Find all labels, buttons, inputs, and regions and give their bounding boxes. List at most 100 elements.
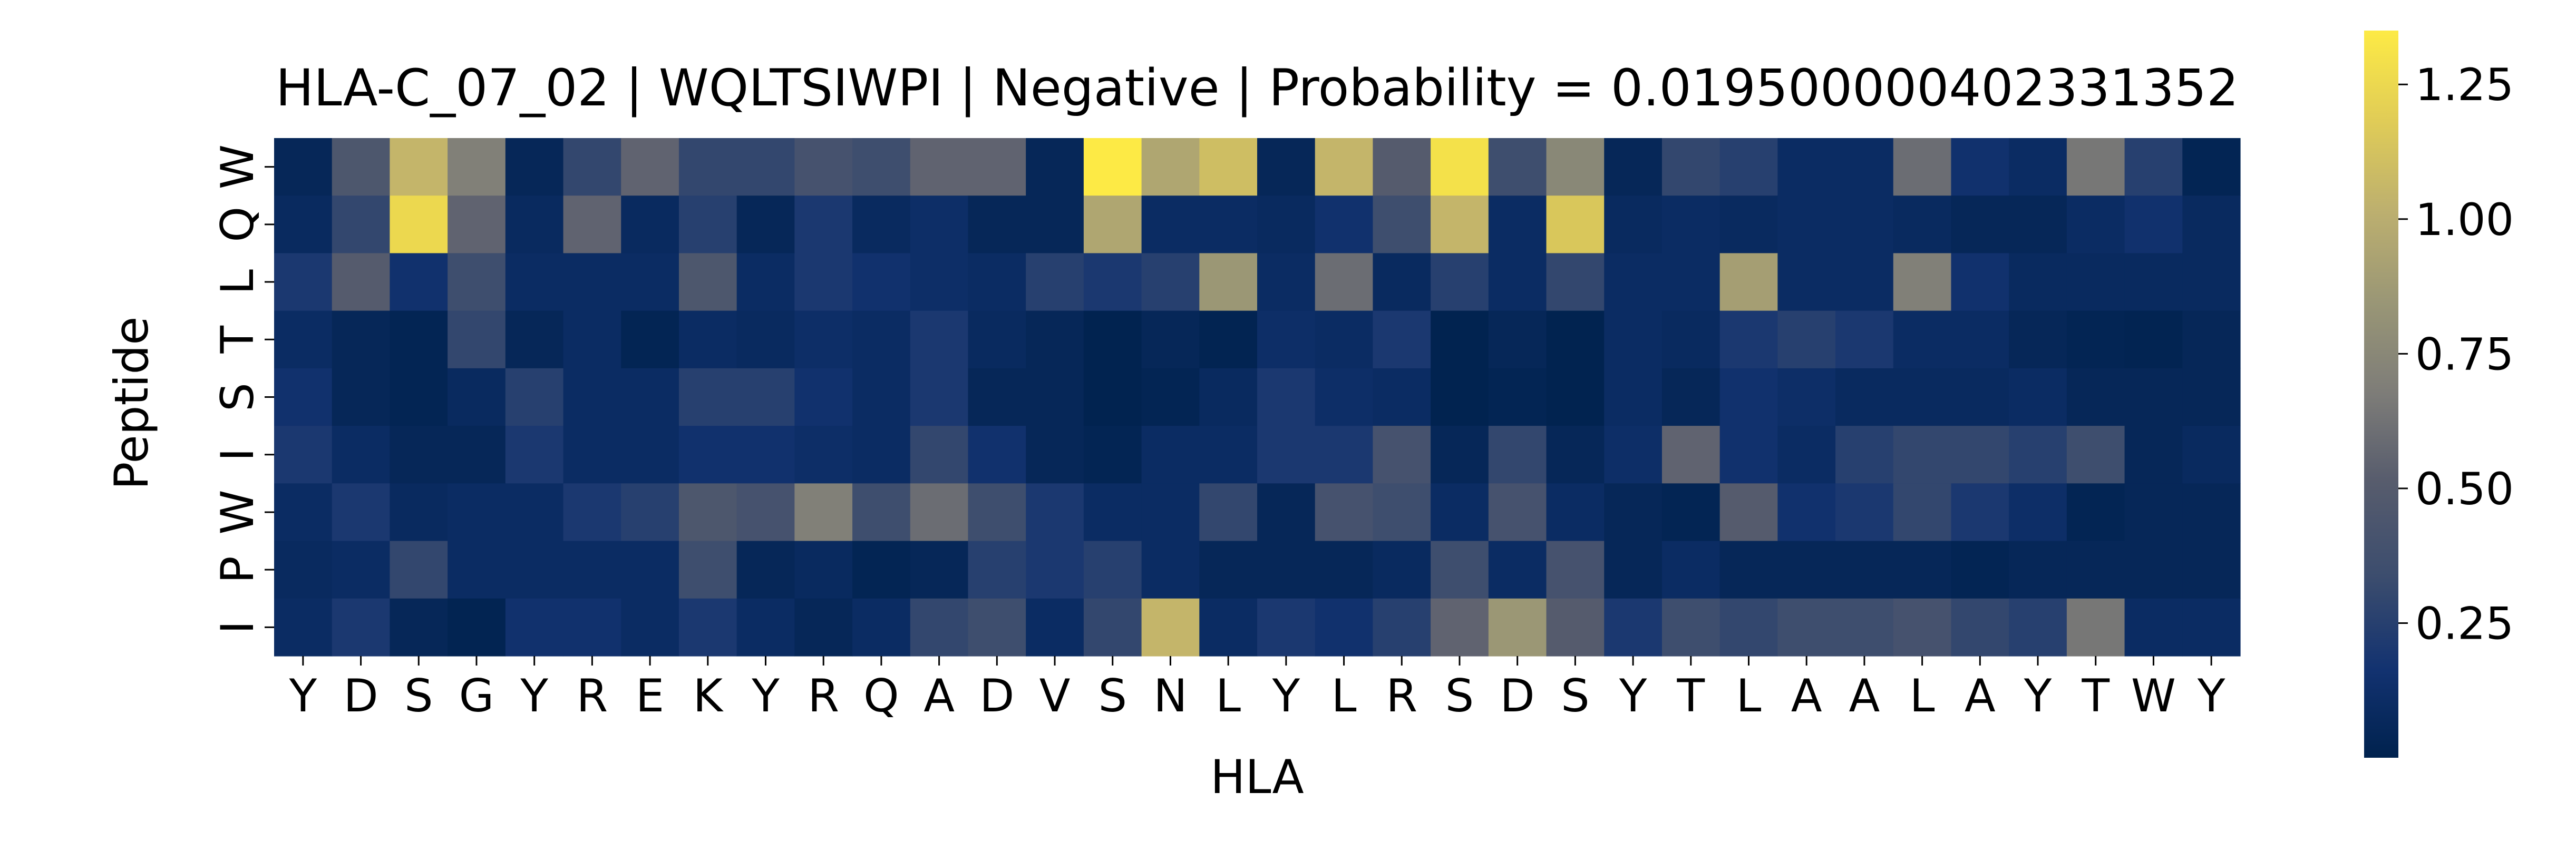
- heatmap-cell: [1257, 253, 1316, 311]
- heatmap-cell: [1083, 368, 1142, 426]
- heatmap-cell: [1719, 598, 1778, 657]
- heatmap-cell: [1951, 195, 2009, 254]
- x-tick-label: G: [459, 670, 494, 722]
- colorbar-tick-label: 1.25: [2415, 59, 2514, 111]
- heatmap-cell: [1141, 368, 1200, 426]
- heatmap-cell: [1199, 426, 1258, 484]
- heatmap-cell: [852, 483, 911, 542]
- heatmap-cell: [1315, 138, 1374, 196]
- heatmap-cell: [1141, 195, 1200, 254]
- heatmap-cell: [563, 138, 621, 196]
- heatmap-cell: [852, 368, 911, 426]
- heatmap-cell: [1488, 138, 1547, 196]
- heatmap-cell: [736, 541, 795, 599]
- heatmap-cell: [1373, 541, 1431, 599]
- heatmap-cell: [332, 541, 391, 599]
- heatmap-cell: [1893, 253, 1952, 311]
- heatmap-cell: [1431, 541, 1489, 599]
- heatmap-cell: [563, 368, 621, 426]
- heatmap-cell: [1777, 195, 1836, 254]
- heatmap-cell: [2182, 310, 2241, 369]
- heatmap-cell: [390, 138, 448, 196]
- heatmap-cell: [736, 598, 795, 657]
- heatmap-cell: [736, 426, 795, 484]
- heatmap-cell: [910, 541, 969, 599]
- heatmap-cell: [794, 426, 853, 484]
- x-tick-label: D: [979, 670, 1014, 722]
- heatmap-cell: [2124, 368, 2183, 426]
- y-tick-label: I: [211, 448, 264, 461]
- heatmap-cell: [1546, 138, 1605, 196]
- heatmap-cell: [2066, 368, 2125, 426]
- heatmap-cell: [1488, 310, 1547, 369]
- heatmap-cell: [2124, 138, 2183, 196]
- heatmap-cell: [1488, 541, 1547, 599]
- x-tick-label: T: [1677, 670, 1705, 722]
- heatmap-cell: [2182, 368, 2241, 426]
- heatmap-cell: [1257, 541, 1316, 599]
- heatmap-cell: [2124, 310, 2183, 369]
- colorbar-tick-label: 1.00: [2415, 194, 2514, 246]
- heatmap-cell: [505, 195, 564, 254]
- heatmap-cell: [621, 598, 679, 657]
- heatmap-cell: [1431, 310, 1489, 369]
- heatmap-cell: [1719, 483, 1778, 542]
- heatmap-cell: [1604, 310, 1663, 369]
- heatmap-cell: [1141, 138, 1200, 196]
- heatmap-cell: [1141, 598, 1200, 657]
- heatmap-cell: [1893, 138, 1952, 196]
- heatmap-cell: [332, 483, 391, 542]
- heatmap-cell: [2182, 598, 2241, 657]
- heatmap-cell: [2124, 253, 2183, 311]
- heatmap-cell: [1315, 483, 1374, 542]
- x-tick-label: A: [1791, 670, 1822, 722]
- heatmap-cell: [274, 253, 333, 311]
- heatmap-cell: [1777, 598, 1836, 657]
- heatmap-cell: [1777, 138, 1836, 196]
- heatmap-cell: [1315, 310, 1374, 369]
- x-tick-label: Y: [1619, 670, 1647, 722]
- heatmap-cell: [852, 541, 911, 599]
- heatmap-cell: [2124, 426, 2183, 484]
- heatmap-cell: [1373, 483, 1431, 542]
- heatmap-cell: [1373, 598, 1431, 657]
- heatmap-cell: [332, 138, 391, 196]
- heatmap-cell: [1777, 253, 1836, 311]
- colorbar-tick-label: 0.25: [2415, 598, 2514, 649]
- heatmap-cell: [1893, 426, 1952, 484]
- heatmap-cell: [1026, 541, 1084, 599]
- heatmap-cell: [332, 426, 391, 484]
- heatmap-cell: [1777, 310, 1836, 369]
- heatmap-cell: [2066, 483, 2125, 542]
- heatmap-cell: [910, 310, 969, 369]
- x-tick-label: R: [1386, 670, 1417, 722]
- heatmap-cell: [621, 368, 679, 426]
- heatmap-cell: [910, 253, 969, 311]
- y-tick-label: Q: [211, 207, 264, 242]
- heatmap-cell: [274, 598, 333, 657]
- y-tick-label: I: [211, 621, 264, 634]
- heatmap-cell: [1661, 310, 1720, 369]
- heatmap-cell: [2124, 541, 2183, 599]
- colorbar-tick-label: 0.75: [2415, 328, 2514, 380]
- x-tick-label: S: [404, 670, 433, 722]
- heatmap-cell: [563, 426, 621, 484]
- x-tick-label: A: [924, 670, 955, 722]
- heatmap-cell: [678, 138, 737, 196]
- heatmap-cell: [968, 426, 1026, 484]
- heatmap-cell: [1083, 253, 1142, 311]
- x-tick-label: Y: [1272, 670, 1300, 722]
- heatmap-cell: [1141, 483, 1200, 542]
- heatmap-cell: [1026, 253, 1084, 311]
- heatmap-cell: [1083, 598, 1142, 657]
- heatmap-cell: [1373, 253, 1431, 311]
- heatmap-cell: [1199, 195, 1258, 254]
- heatmap-cell: [794, 195, 853, 254]
- heatmap-cell: [621, 483, 679, 542]
- heatmap-cell: [1199, 598, 1258, 657]
- heatmap-cell: [852, 138, 911, 196]
- heatmap-cell: [1951, 426, 2009, 484]
- x-tick-label: D: [343, 670, 378, 722]
- heatmap-cell: [2009, 426, 2067, 484]
- heatmap-cell: [1315, 368, 1374, 426]
